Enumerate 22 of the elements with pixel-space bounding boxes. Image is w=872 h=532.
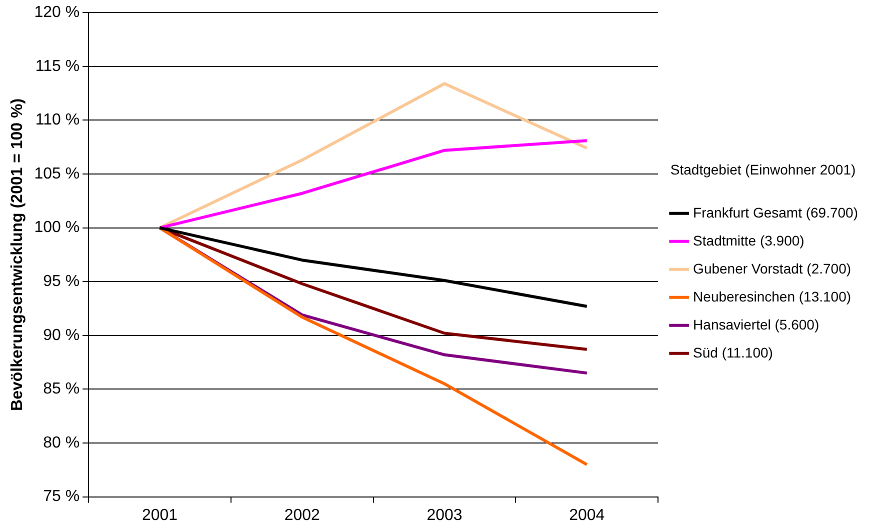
y-tick-label: 115 % <box>35 58 80 75</box>
legend-label: Neuberesinchen (13.100) <box>693 288 852 304</box>
legend-label: Frankfurt Gesamt (69.700) <box>693 204 858 220</box>
y-tick-label: 105 % <box>34 165 80 182</box>
legend-label: Gubener Vorstadt (2.700) <box>693 260 852 276</box>
legend-label: Hansaviertel (5.600) <box>693 316 820 332</box>
legend-label: Stadtmitte (3.900) <box>693 232 804 248</box>
y-tick-label: 110 % <box>35 112 80 129</box>
y-tick-label: 75 % <box>43 488 80 506</box>
x-tick-label: 2003 <box>426 506 462 524</box>
legend-label: Süd (11.100) <box>693 344 773 360</box>
y-tick-label: 120 % <box>34 4 80 22</box>
legend-title: Stadtgebiet (Einwohner 2001) <box>670 161 856 178</box>
x-tick-label: 2004 <box>569 506 605 524</box>
y-tick-label: 85 % <box>43 380 80 398</box>
x-tick-label: 2001 <box>142 506 178 524</box>
y-tick-label: 95 % <box>43 273 80 290</box>
y-axis-title: Bevölkerungsentwicklung (2001 = 100 %) <box>9 98 26 411</box>
y-tick-label: 80 % <box>43 434 80 452</box>
y-tick-label: 100 % <box>34 219 80 236</box>
y-tick-label: 90 % <box>43 326 80 344</box>
x-tick-label: 2002 <box>284 506 320 524</box>
